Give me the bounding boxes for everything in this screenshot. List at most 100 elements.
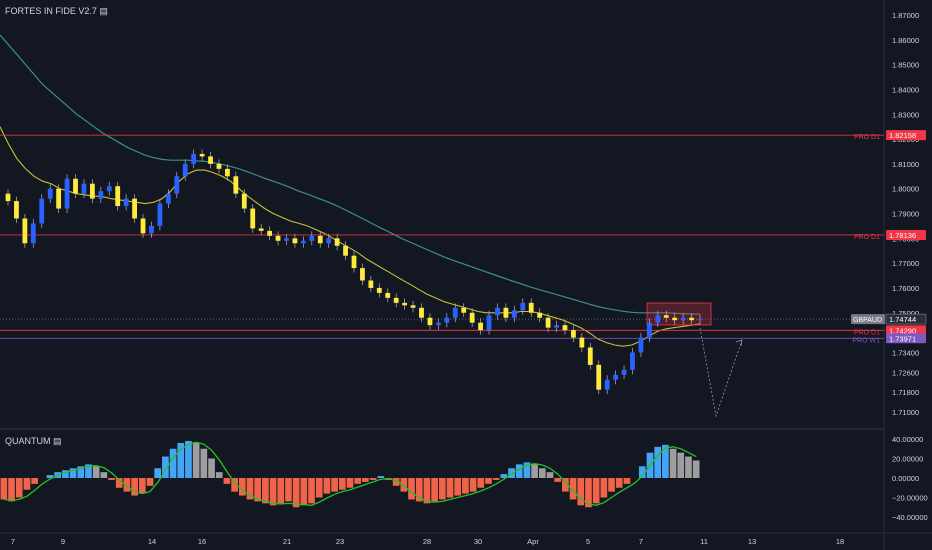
osc-bar xyxy=(538,468,546,478)
candle[interactable] xyxy=(106,186,112,192)
candle[interactable] xyxy=(157,203,163,226)
candle[interactable] xyxy=(537,312,543,318)
candle[interactable] xyxy=(334,238,340,246)
candle[interactable] xyxy=(461,307,467,313)
osc-bar xyxy=(15,478,23,498)
candle[interactable] xyxy=(663,315,669,318)
candle[interactable] xyxy=(672,317,678,321)
candle[interactable] xyxy=(14,201,19,219)
candle[interactable] xyxy=(478,322,483,331)
candle[interactable] xyxy=(115,186,121,207)
consolidation-box[interactable] xyxy=(646,302,712,326)
candle[interactable] xyxy=(174,176,180,194)
candle[interactable] xyxy=(39,198,45,224)
candle[interactable] xyxy=(680,317,686,321)
candle[interactable] xyxy=(351,255,357,269)
candle[interactable] xyxy=(495,307,500,316)
candle[interactable] xyxy=(368,280,374,288)
candle[interactable] xyxy=(199,153,205,157)
time-label: Apr xyxy=(527,537,539,546)
osc-bar xyxy=(500,474,508,478)
candle[interactable] xyxy=(343,245,348,256)
osc-bar xyxy=(46,475,54,478)
candle[interactable] xyxy=(604,379,610,390)
candle[interactable] xyxy=(486,315,492,331)
candle[interactable] xyxy=(98,191,104,199)
candle[interactable] xyxy=(545,317,551,328)
candle[interactable] xyxy=(250,208,256,229)
level-price-tag xyxy=(886,229,926,240)
candle[interactable] xyxy=(697,319,703,321)
candle[interactable] xyxy=(165,193,171,204)
candle[interactable] xyxy=(191,153,197,164)
time-label: 28 xyxy=(423,537,431,546)
candle[interactable] xyxy=(216,163,222,169)
candle[interactable] xyxy=(64,178,70,209)
candle[interactable] xyxy=(435,322,441,326)
candle[interactable] xyxy=(646,322,652,338)
candle[interactable] xyxy=(5,193,11,202)
candle[interactable] xyxy=(613,374,619,380)
candle[interactable] xyxy=(267,230,273,236)
candle[interactable] xyxy=(689,317,694,321)
candle[interactable] xyxy=(410,305,416,308)
candle[interactable] xyxy=(469,312,475,323)
candle[interactable] xyxy=(149,225,154,234)
candle[interactable] xyxy=(520,302,526,311)
candle[interactable] xyxy=(225,168,230,177)
candle[interactable] xyxy=(208,156,213,164)
candle[interactable] xyxy=(621,369,627,375)
osc-bar xyxy=(454,478,462,496)
candle[interactable] xyxy=(376,287,382,293)
candle[interactable] xyxy=(511,310,517,318)
price-tick: 1.71000 xyxy=(892,408,919,417)
main-indicator-title[interactable]: FORTES IN FIDE V2.7 ▤ xyxy=(5,6,108,16)
candle[interactable] xyxy=(444,317,450,323)
candle[interactable] xyxy=(140,218,146,234)
candle[interactable] xyxy=(630,352,635,370)
candle[interactable] xyxy=(309,235,315,241)
candle[interactable] xyxy=(528,302,534,313)
candle[interactable] xyxy=(385,292,391,298)
candle[interactable] xyxy=(587,347,593,365)
candle[interactable] xyxy=(123,198,129,207)
candle[interactable] xyxy=(81,183,87,194)
candle[interactable] xyxy=(326,238,332,244)
candle[interactable] xyxy=(452,307,458,318)
candle[interactable] xyxy=(596,364,602,390)
candle[interactable] xyxy=(292,238,298,244)
candle[interactable] xyxy=(89,183,95,199)
candle[interactable] xyxy=(579,337,585,348)
candle[interactable] xyxy=(317,235,323,244)
candle[interactable] xyxy=(30,223,36,244)
candle[interactable] xyxy=(562,325,568,331)
candle[interactable] xyxy=(300,240,306,244)
candle[interactable] xyxy=(73,178,78,194)
oscillator-title[interactable]: QUANTUM ▤ xyxy=(5,436,62,446)
candle[interactable] xyxy=(275,235,281,241)
candle[interactable] xyxy=(655,315,661,323)
candle[interactable] xyxy=(233,176,239,194)
osc-bar xyxy=(400,478,408,492)
candle[interactable] xyxy=(402,302,408,306)
candle[interactable] xyxy=(284,238,289,241)
candle[interactable] xyxy=(554,325,559,328)
time-label: 13 xyxy=(748,537,756,546)
candle[interactable] xyxy=(393,297,399,303)
candle[interactable] xyxy=(638,337,644,353)
candle[interactable] xyxy=(571,330,576,338)
candle[interactable] xyxy=(258,228,264,231)
osc-tick: −40.00000 xyxy=(892,513,928,522)
candle[interactable] xyxy=(503,307,509,318)
candle[interactable] xyxy=(360,268,365,281)
candle[interactable] xyxy=(56,188,62,209)
candle[interactable] xyxy=(182,163,188,177)
candle[interactable] xyxy=(47,188,53,199)
candle[interactable] xyxy=(241,193,247,209)
candle[interactable] xyxy=(22,218,28,244)
candle[interactable] xyxy=(132,198,137,219)
candle[interactable] xyxy=(427,317,433,326)
candle[interactable] xyxy=(419,307,424,318)
